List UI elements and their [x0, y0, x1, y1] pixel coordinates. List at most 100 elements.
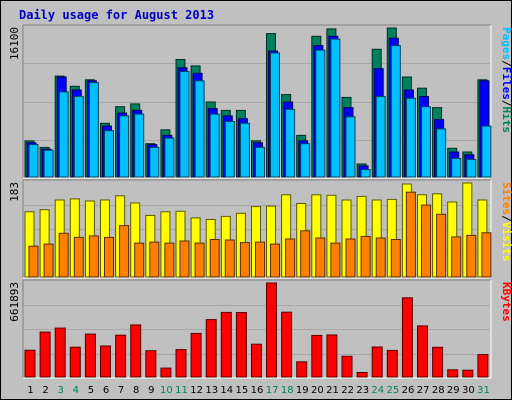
- bar-sites-day-16: [255, 241, 265, 278]
- x-tick-day-12: 12: [190, 385, 203, 396]
- x-tick-day-10: 10: [160, 385, 173, 396]
- legend-item-slash: /: [500, 60, 512, 67]
- bar-kbytes-day-21: [326, 334, 338, 378]
- x-tick-day-25: 25: [387, 385, 400, 396]
- bar-pages-day-6: [104, 130, 114, 178]
- bar-pages-day-4: [73, 96, 84, 178]
- bar-sites-day-6: [104, 236, 114, 278]
- bar-kbytes-day-11: [175, 349, 187, 378]
- bar-sites-day-31: [481, 232, 492, 278]
- bar-sites-day-18: [285, 238, 296, 278]
- x-tick-day-20: 20: [311, 385, 324, 396]
- bar-kbytes-day-26: [401, 297, 413, 378]
- bar-pages-day-19: [300, 143, 311, 178]
- bar-sites-day-29: [451, 236, 462, 278]
- bar-sites-day-2: [43, 243, 54, 278]
- bar-kbytes-day-1: [24, 349, 36, 378]
- bar-kbytes-day-12: [190, 332, 202, 378]
- bar-pages-day-22: [345, 116, 356, 178]
- bar-sites-day-12: [194, 242, 205, 278]
- x-tick-day-11: 11: [175, 385, 188, 396]
- bar-sites-day-1: [28, 245, 39, 278]
- legend-item-visits: Visits: [500, 222, 512, 262]
- bar-sites-day-26: [405, 191, 416, 278]
- bar-kbytes-day-7: [115, 334, 127, 378]
- bar-pages-day-10: [164, 137, 175, 178]
- bar-pages-day-27: [421, 106, 431, 178]
- bar-sites-day-3: [58, 232, 69, 278]
- bar-pages-day-3: [58, 91, 69, 178]
- legend-item-pages: Pages: [500, 27, 512, 60]
- bar-sites-day-15: [239, 242, 250, 278]
- panel-top-ymax-label: 16100: [8, 27, 21, 60]
- bar-kbytes-day-24: [371, 346, 383, 378]
- legend-item-files: Files: [500, 67, 512, 100]
- legend-item-sites: Sites: [500, 182, 512, 215]
- bar-kbytes-day-10: [160, 367, 172, 378]
- legend-item-hits: Hits: [500, 107, 512, 134]
- bar-sites-day-8: [134, 242, 145, 278]
- bar-kbytes-day-30: [462, 369, 474, 378]
- bar-pages-day-30: [466, 158, 477, 178]
- bar-pages-day-15: [239, 122, 250, 178]
- panel-bottom-ymax-label: 661893: [8, 282, 21, 322]
- x-tick-day-18: 18: [281, 385, 294, 396]
- bar-pages-day-23: [360, 169, 371, 178]
- bar-pages-day-29: [451, 158, 462, 178]
- bar-sites-day-7: [119, 225, 130, 278]
- bar-pages-day-24: [375, 96, 386, 178]
- bar-kbytes-day-20: [311, 334, 323, 378]
- x-tick-day-5: 5: [88, 385, 94, 396]
- x-tick-day-23: 23: [356, 385, 369, 396]
- bar-kbytes-day-2: [39, 331, 51, 378]
- x-tick-day-6: 6: [103, 385, 109, 396]
- x-tick-day-9: 9: [148, 385, 154, 396]
- x-tick-day-14: 14: [220, 385, 233, 396]
- bar-sites-day-20: [315, 237, 326, 278]
- bar-pages-day-31: [481, 125, 492, 178]
- bar-pages-day-28: [436, 128, 447, 178]
- x-tick-day-7: 7: [118, 385, 124, 396]
- bar-sites-day-28: [436, 213, 447, 278]
- bar-sites-day-14: [224, 239, 235, 278]
- bar-kbytes-day-3: [54, 327, 66, 378]
- bar-sites-day-10: [164, 242, 175, 278]
- bar-kbytes-day-27: [417, 325, 428, 378]
- x-tick-day-1: 1: [27, 385, 33, 396]
- bar-pages-day-14: [224, 121, 235, 178]
- chart-title: Daily usage for August 2013: [19, 8, 214, 22]
- bar-kbytes-day-17: [266, 282, 277, 378]
- bar-kbytes-day-28: [432, 346, 444, 378]
- bar-kbytes-day-31: [477, 354, 489, 378]
- bar-kbytes-day-8: [130, 324, 142, 378]
- x-tick-day-22: 22: [341, 385, 354, 396]
- bar-pages-day-16: [255, 146, 265, 178]
- bar-pages-day-2: [43, 149, 54, 178]
- panel-top-legend: Pages/Files/Hits: [500, 27, 512, 133]
- bar-sites-day-19: [300, 230, 311, 278]
- bar-kbytes-day-14: [220, 311, 232, 378]
- bar-sites-day-11: [179, 240, 190, 278]
- bar-pages-day-21: [330, 38, 341, 178]
- x-tick-day-2: 2: [42, 385, 48, 396]
- bar-kbytes-day-15: [235, 312, 247, 378]
- bar-pages-day-9: [149, 146, 160, 178]
- x-tick-day-17: 17: [266, 385, 279, 396]
- bar-pages-day-17: [270, 52, 280, 178]
- bar-kbytes-day-18: [281, 311, 293, 378]
- bar-pages-day-5: [88, 82, 99, 178]
- x-tick-day-15: 15: [236, 385, 249, 396]
- bar-pages-day-7: [119, 115, 130, 178]
- x-tick-day-21: 21: [326, 385, 339, 396]
- bar-sites-day-4: [73, 236, 84, 278]
- x-tick-day-28: 28: [432, 385, 445, 396]
- bar-kbytes-day-22: [341, 355, 353, 378]
- bar-pages-day-18: [285, 108, 296, 178]
- bar-sites-day-22: [345, 238, 356, 278]
- x-tick-day-19: 19: [296, 385, 309, 396]
- bar-kbytes-day-9: [145, 350, 157, 378]
- bar-pages-day-8: [134, 113, 145, 178]
- panel-middle-ymax-label: 183: [8, 182, 21, 202]
- x-tick-day-26: 26: [402, 385, 415, 396]
- x-tick-day-24: 24: [371, 385, 384, 396]
